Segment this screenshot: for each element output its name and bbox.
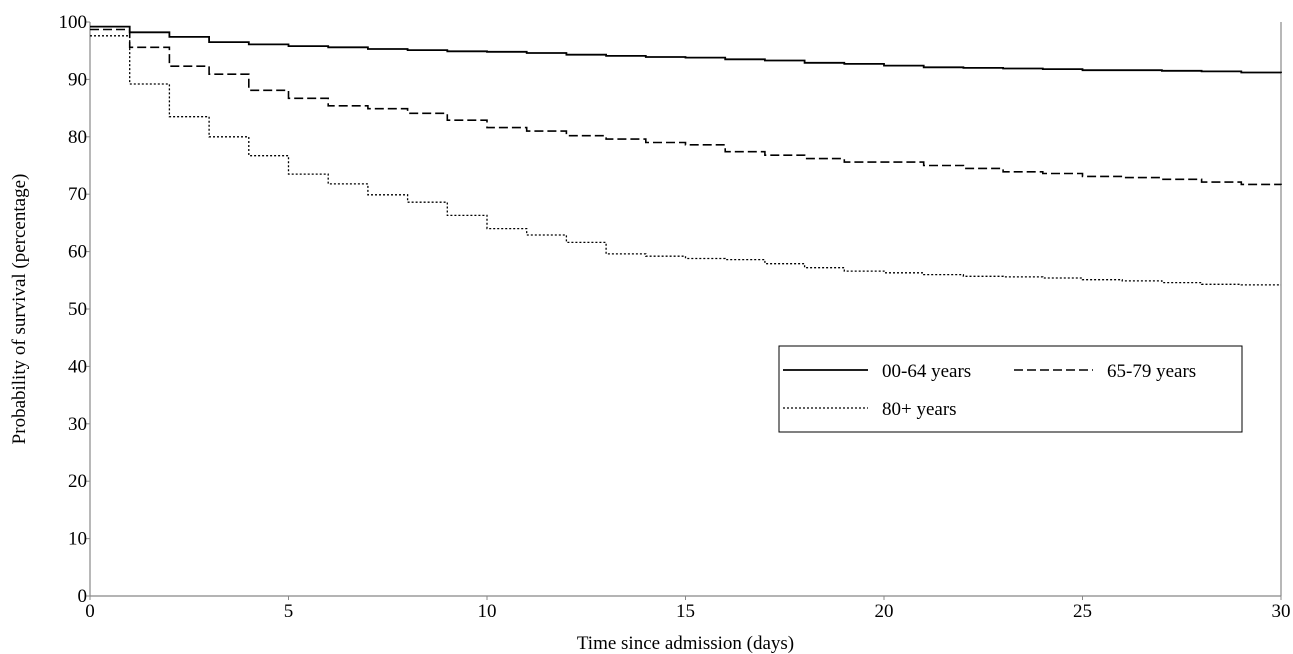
x-tick-label: 15 (676, 601, 695, 622)
series-layer (90, 25, 1282, 286)
x-tick-label: 10 (478, 601, 497, 622)
y-tick-label: 100 (59, 12, 88, 33)
series-line-2 (90, 28, 1282, 186)
x-tick-label: 25 (1073, 601, 1092, 622)
y-tick-label: 50 (68, 299, 87, 320)
legend-label-65-79: 65-79 years (1107, 361, 1196, 382)
y-tick-label: 40 (68, 356, 87, 377)
series-line-1 (90, 25, 1282, 74)
legend-box (778, 345, 1243, 433)
y-tick-label: 10 (68, 529, 87, 550)
x-tick-label: 5 (284, 601, 294, 622)
y-tick-label: 80 (68, 127, 87, 148)
x-tick-label: 30 (1272, 601, 1291, 622)
x-ticks: 0 5 10 15 20 25 30 (85, 596, 1291, 622)
legend: 00-64 years 65-79 years 80+ years (778, 345, 1243, 433)
x-axis-title: Time since admission (days) (577, 633, 794, 654)
legend-label-00-64: 00-64 years (882, 361, 971, 382)
y-tick-label: 20 (68, 471, 87, 492)
series-line-3 (90, 35, 1281, 286)
x-tick-label: 20 (875, 601, 894, 622)
y-tick-label: 90 (68, 69, 87, 90)
y-tick-label: 60 (68, 242, 87, 263)
y-ticks: 0 10 20 30 40 50 60 70 80 90 100 (59, 12, 90, 607)
y-axis-title: Probability of survival (percentage) (9, 174, 30, 445)
legend-label-80plus: 80+ years (882, 399, 957, 420)
axes: 0 5 10 15 20 25 30 0 10 20 30 40 50 60 70 80 90 100 (59, 12, 1291, 622)
y-tick-label: 70 (68, 184, 87, 205)
x-tick-label: 0 (85, 601, 95, 622)
y-tick-label: 30 (68, 414, 87, 435)
y-tick-label: 0 (78, 586, 88, 607)
